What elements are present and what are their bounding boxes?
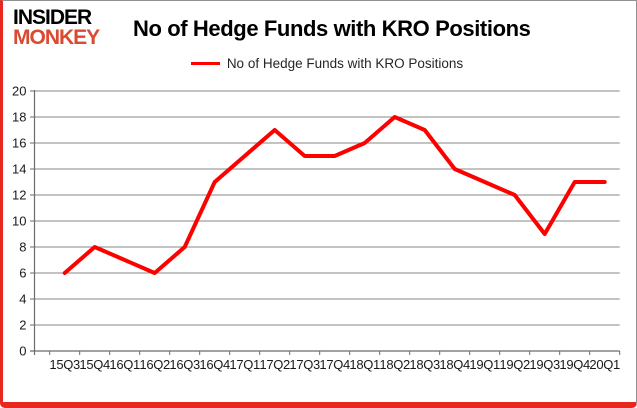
x-axis-label: 18Q3 bbox=[409, 357, 440, 372]
logo-word-monkey: MONKEY bbox=[13, 25, 100, 49]
chart-title: No of Hedge Funds with KRO Positions bbox=[133, 16, 531, 41]
insider-monkey-logo: INSIDER MONKEY bbox=[13, 6, 100, 49]
legend-line-swatch bbox=[190, 62, 220, 65]
y-axis-label: 4 bbox=[19, 292, 26, 307]
x-axis-label: 19Q4 bbox=[559, 357, 590, 372]
y-axis-label: 18 bbox=[12, 110, 26, 125]
x-axis-label: 16Q4 bbox=[199, 357, 230, 372]
x-axis-label: 19Q2 bbox=[499, 357, 530, 372]
x-axis-label: 18Q2 bbox=[379, 357, 410, 372]
x-axis-label: 20Q1 bbox=[589, 357, 620, 372]
x-axis-label: 19Q3 bbox=[529, 357, 560, 372]
y-axis-label: 2 bbox=[19, 318, 26, 333]
logo-word-insider: INSIDER bbox=[13, 6, 92, 29]
y-axis-label: 6 bbox=[19, 266, 26, 281]
y-axis-label: 10 bbox=[12, 214, 26, 229]
legend: No of Hedge Funds with KRO Positions bbox=[34, 56, 620, 71]
x-axis-label: 17Q1 bbox=[229, 357, 260, 372]
x-axis-label: 19Q1 bbox=[469, 357, 500, 372]
x-axis-label: 15Q4 bbox=[79, 357, 110, 372]
x-axis-label: 16Q3 bbox=[169, 357, 200, 372]
x-axis-label: 16Q1 bbox=[109, 357, 140, 372]
y-axis-label: 8 bbox=[19, 240, 26, 255]
y-axis-label: 20 bbox=[12, 84, 26, 99]
x-axis-label: 16Q2 bbox=[139, 357, 170, 372]
y-axis-label: 12 bbox=[12, 188, 26, 203]
x-axis-label: 17Q4 bbox=[319, 357, 350, 372]
series-line bbox=[62, 115, 607, 275]
y-axis-label: 14 bbox=[12, 162, 26, 177]
line-chart: 0 2 4 6 8 10 12 14 16 18 20 15Q3 15Q4 16Q1 16Q2 16Q3 16Q… bbox=[12, 84, 620, 373]
y-axis-label: 16 bbox=[12, 136, 26, 151]
x-axis-label: 15Q3 bbox=[49, 357, 80, 372]
x-axis-label: 18Q4 bbox=[439, 357, 470, 372]
x-axis-label: 18Q1 bbox=[349, 357, 380, 372]
legend-label: No of Hedge Funds with KRO Positions bbox=[226, 56, 464, 71]
y-axis-label: 0 bbox=[19, 344, 26, 359]
x-axis-label: 17Q2 bbox=[259, 357, 290, 372]
x-axis-label: 17Q3 bbox=[289, 357, 320, 372]
